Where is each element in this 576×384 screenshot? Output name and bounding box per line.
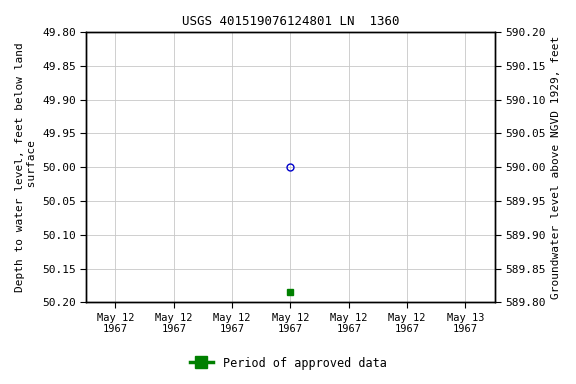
Y-axis label: Depth to water level, feet below land
 surface: Depth to water level, feet below land su…	[15, 42, 37, 292]
Legend: Period of approved data: Period of approved data	[185, 352, 391, 374]
Title: USGS 401519076124801 LN  1360: USGS 401519076124801 LN 1360	[181, 15, 399, 28]
Y-axis label: Groundwater level above NGVD 1929, feet: Groundwater level above NGVD 1929, feet	[551, 36, 561, 299]
